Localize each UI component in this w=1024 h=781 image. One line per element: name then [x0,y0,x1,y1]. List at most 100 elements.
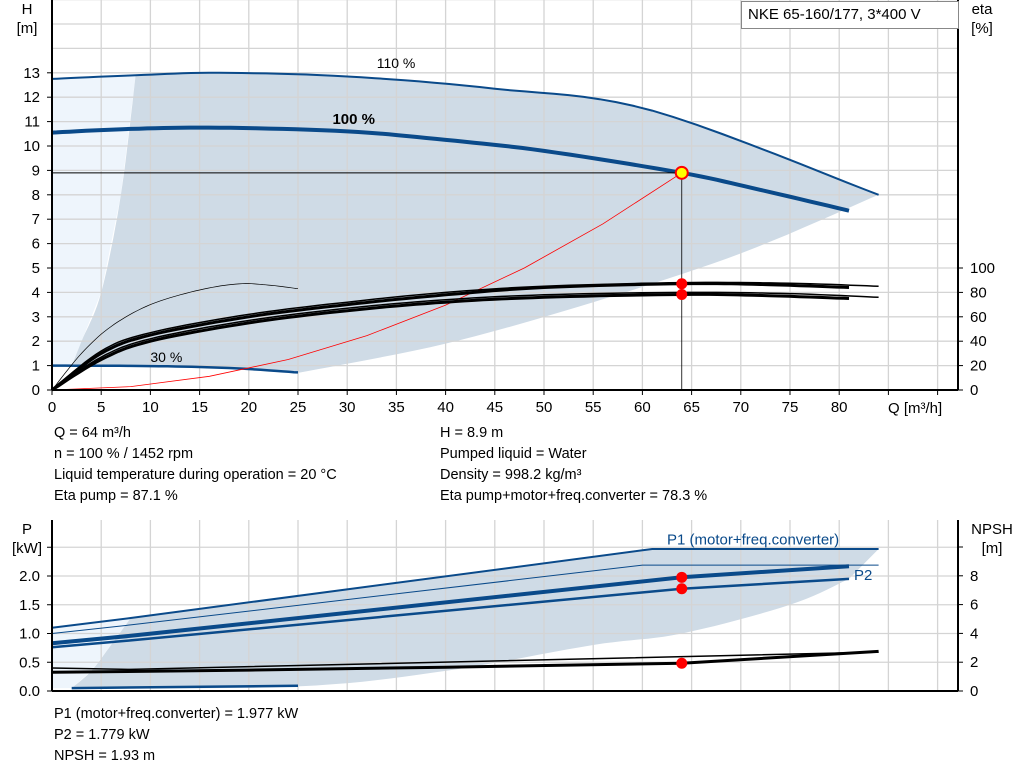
y-tick-label: 13 [23,65,40,82]
y-tick-label: 2.0 [19,568,40,585]
y2-tick-label: 80 [970,284,987,301]
info-speed: n = 100 % / 1452 rpm [54,446,194,462]
y-tick-label: 8 [32,187,40,204]
curve-label-100: 100 % [332,111,375,128]
y-tick-label: 0 [32,382,40,399]
power-npsh-chart [47,520,963,692]
operating-range-area [71,72,879,373]
y-axis-unit: [m] [17,20,38,37]
curve-system-3 [51,172,683,391]
curve-label-p1: P1 (motor+freq.converter) [667,531,839,548]
duty-point [674,165,689,180]
y2-tick-label: 0 [970,683,978,700]
y2-tick-label: 2 [970,654,978,671]
y-tick-label: 7 [32,211,40,228]
x-tick-label: 30 [339,399,356,416]
info-density: Density = 998.2 kg/m³ [440,467,582,483]
y-axis-label: P [22,521,32,538]
curve-thick-blue-2 [51,564,850,646]
y2-tick-label: 60 [970,309,987,326]
x-tick-label: 5 [97,399,105,416]
info-left: Q = 64 m³/h n = 100 % / 1452 rpm Liquid … [54,423,337,507]
x-tick-label: 0 [48,399,56,416]
x-tick-label: 70 [732,399,749,416]
x-tick-label: 55 [585,399,602,416]
light-range-area [52,75,136,367]
y-tick-label: 2 [32,333,40,350]
y-tick-label: 11 [24,114,40,131]
curve-blue-4 [71,684,299,690]
y-axis-unit: [kW] [12,540,42,557]
y2-axis-unit: [%] [971,20,993,37]
info-npsh: NPSH = 1.93 m [54,748,156,764]
info-eta-pump: Eta pump = 87.1 % [54,488,178,504]
x-tick-label: 15 [191,399,208,416]
light-range-area [52,618,131,689]
y2-axis-label: NPSH [971,521,1013,538]
y-tick-label: 1.0 [19,626,40,643]
y-tick-label: 9 [32,162,40,179]
y2-tick-label: 100 [970,260,995,277]
info-h: H = 8.9 m [440,425,504,441]
x-tick-label: 75 [782,399,799,416]
x-axis-label: Q [m³/h] [888,400,942,417]
info-p2: P2 = 1.779 kW [54,727,150,743]
x-tick-label: 10 [142,399,159,416]
chart-title: NKE 65-160/177, 3*400 V [741,1,959,29]
y2-tick-label: 4 [970,625,978,642]
x-tick-label: 40 [437,399,454,416]
y2-axis-label: eta [972,1,994,18]
y-tick-label: 0.5 [19,654,40,671]
curve-label-p2: P2 [854,567,872,584]
y-tick-label: 3 [32,309,40,326]
x-tick-label: 45 [486,399,503,416]
y-tick-label: 1 [32,358,40,375]
curve-P1-motor-freq-converter--0 [51,548,879,629]
y-tick-label: 1.5 [19,597,40,614]
curve-100-pct-1 [51,125,850,213]
operating-range-area [71,549,879,689]
info-temperature: Liquid temperature during operation = 20… [54,467,337,483]
x-tick-label: 60 [634,399,651,416]
npsh-point [676,657,688,669]
x-tick-label: 20 [240,399,257,416]
curve-eta-thick-4 [51,282,850,392]
y-tick-label: 10 [23,138,40,155]
y-tick-label: 4 [32,284,40,301]
curve-P2-3 [51,577,850,649]
p2-point [676,583,688,595]
y2-tick-label: 0 [970,382,978,399]
x-tick-label: 35 [388,399,405,416]
info-p1: P1 (motor+freq.converter) = 1.977 kW [54,706,299,722]
p1-point [676,571,688,583]
info-right: H = 8.9 m Pumped liquid = Water Density … [440,423,707,507]
info-liquid: Pumped liquid = Water [440,446,587,462]
curve-label-110: 110 % [377,55,416,71]
curve-eta-thin-6 [51,651,879,671]
info-q: Q = 64 m³/h [54,425,131,441]
curve-30-pct-2 [52,364,299,374]
info-bottom: P1 (motor+freq.converter) = 1.977 kW P2 … [54,704,298,767]
curve-hair-blue-1 [51,564,879,634]
curve-eta-thin-7 [51,291,879,391]
y2-tick-label: 6 [970,597,978,614]
y-tick-label: 6 [32,236,40,253]
x-tick-label: 25 [290,399,307,416]
curve-eta-hair-8 [51,283,299,391]
curve-eta-thick-5 [51,649,879,674]
curve-110-pct-0 [51,71,879,196]
y2-tick-label: 20 [970,358,987,375]
x-tick-label: 80 [831,399,848,416]
y-tick-label: 0.0 [19,683,40,700]
y-tick-label: 5 [32,260,40,277]
eta-total-point [676,288,688,300]
head-chart [47,0,963,395]
info-eta-total: Eta pump+motor+freq.converter = 78.3 % [440,488,708,504]
y2-tick-label: 8 [970,568,978,585]
y-tick-label: 12 [23,89,40,106]
y2-axis-unit: [m] [982,540,1003,557]
x-tick-label: 65 [683,399,700,416]
curve-eta-thick-5 [51,292,850,392]
